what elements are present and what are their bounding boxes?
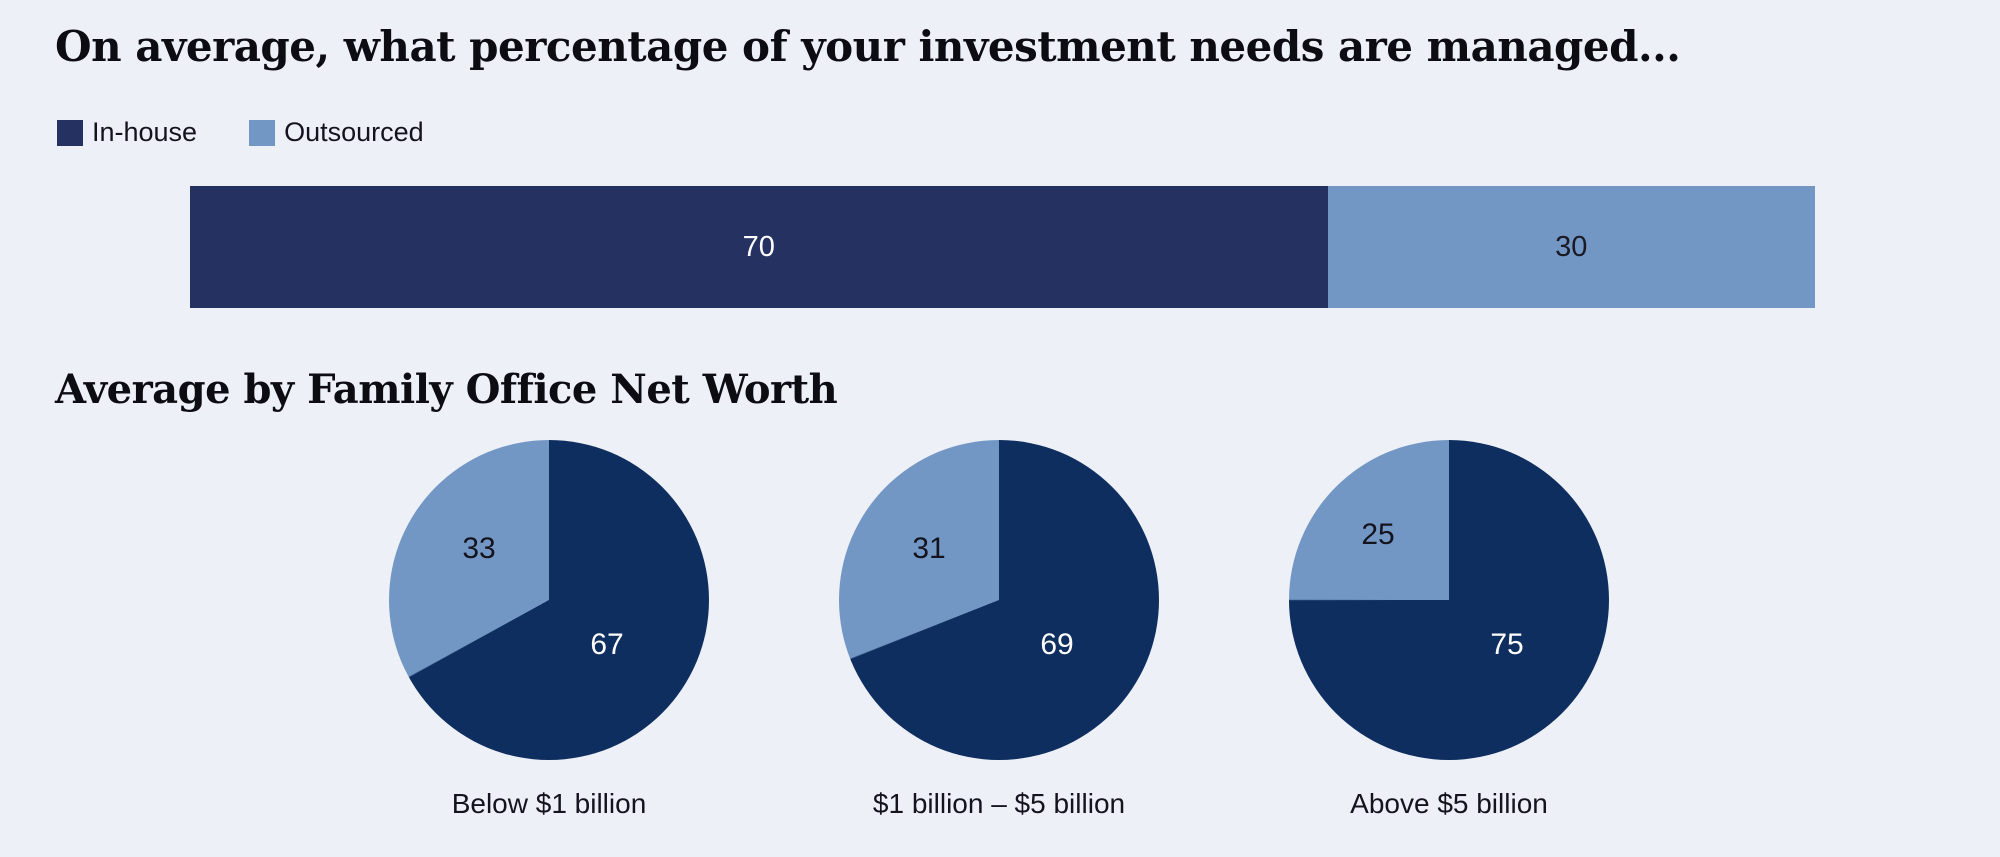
pie-item-1b-5b: 31 69 $1 billion – $5 billion: [839, 440, 1159, 820]
pie-item-above-5b: 25 75 Above $5 billion: [1289, 440, 1609, 820]
bar-value-in-house: 70: [742, 230, 775, 263]
chart-title: On average, what percentage of your inve…: [55, 22, 1681, 71]
legend-item-outsourced: Outsourced: [249, 117, 424, 148]
bar-segment-in-house: 70: [190, 186, 1328, 308]
legend: In-house Outsourced: [57, 117, 424, 148]
legend-item-in-house: In-house: [57, 117, 197, 148]
bar-value-outsourced: 30: [1555, 230, 1588, 263]
legend-label-in-house: In-house: [92, 117, 198, 147]
section-title: Average by Family Office Net Worth: [55, 366, 838, 413]
pie-value-outsourced: 25: [1361, 518, 1395, 551]
pie-value-in-house: 69: [1040, 628, 1074, 661]
stacked-bar: 70 30: [190, 186, 1815, 308]
outsourced-swatch-icon: [249, 119, 276, 146]
pie-caption-below-1b: Below $1 billion: [451, 788, 647, 819]
pie-chart-row: 33 67 Below $1 billion 31 69 $1 billion …: [389, 440, 1609, 820]
in-house-swatch-icon: [57, 119, 83, 146]
pie-value-in-house: 67: [590, 628, 624, 661]
bar-segment-outsourced: 30: [1327, 186, 1815, 308]
pie-value-in-house: 75: [1490, 628, 1524, 661]
pie-item-below-1b: 33 67 Below $1 billion: [389, 440, 709, 820]
pie-value-outsourced: 31: [912, 532, 946, 565]
pie-value-outsourced: 33: [462, 532, 496, 565]
pie-chart-below-1b: 33 67: [389, 440, 709, 760]
pie-chart-1b-5b: 31 69: [839, 440, 1159, 760]
legend-label-outsourced: Outsourced: [284, 117, 424, 147]
pie-chart-above-5b: 25 75: [1289, 440, 1609, 760]
pie-caption-1b-5b: $1 billion – $5 billion: [872, 788, 1126, 819]
pie-caption-above-5b: Above $5 billion: [1350, 788, 1548, 819]
